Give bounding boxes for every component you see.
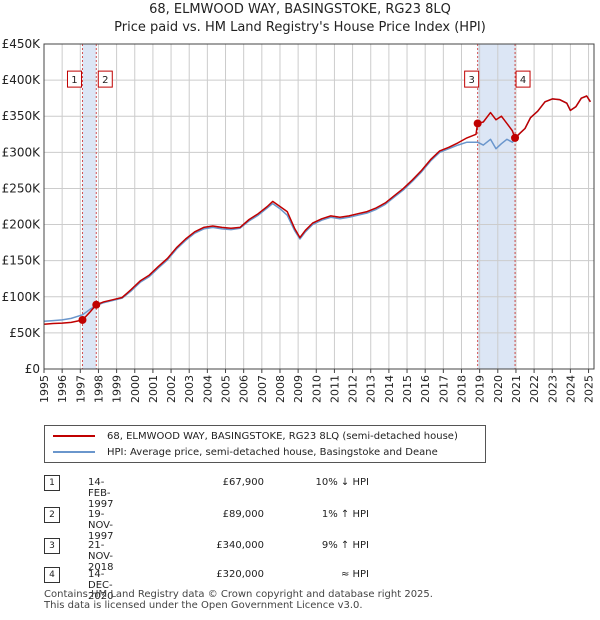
x-tick-label: 1996 — [56, 375, 69, 403]
shaded-period — [477, 44, 516, 369]
x-tick-label: 2020 — [492, 375, 505, 403]
footer-licence: This data is licensed under the Open Gov… — [44, 600, 363, 611]
y-tick-label: £150K — [2, 254, 42, 268]
x-tick-label: 1995 — [38, 375, 51, 403]
legend-swatch-hpi — [53, 451, 95, 453]
y-tick-label: £350K — [2, 109, 42, 123]
series-line-property — [43, 95, 592, 325]
tx-date: 14-DEC-2020 — [88, 569, 114, 602]
legend-item-hpi: HPI: Average price, semi-detached house,… — [53, 444, 438, 460]
x-tick-label: 2009 — [292, 375, 305, 403]
x-tick-label: 2022 — [528, 375, 541, 403]
tx-hpi-comparison: ≈ HPI — [340, 569, 369, 580]
x-tick-label: 2023 — [546, 375, 559, 403]
transaction-badge-label: 4 — [520, 75, 526, 86]
tx-hpi-comparison: 10% ↓ HPI — [315, 477, 369, 488]
x-tick-label: 2025 — [583, 375, 596, 403]
tx-number-badge: 3 — [44, 538, 60, 554]
x-tick-label: 2019 — [474, 375, 487, 403]
tx-number-badge: 1 — [44, 475, 60, 491]
y-tick-label: £450K — [2, 37, 42, 51]
y-tick-label: £50K — [9, 326, 41, 340]
chart-subtitle: Price paid vs. HM Land Registry's House … — [114, 20, 486, 35]
y-tick-label: £300K — [2, 145, 42, 159]
x-tick-label: 1998 — [92, 375, 105, 403]
x-tick-label: 2003 — [183, 375, 196, 403]
legend: 68, ELMWOOD WAY, BASINGSTOKE, RG23 8LQ (… — [44, 425, 486, 463]
legend-item-property: 68, ELMWOOD WAY, BASINGSTOKE, RG23 8LQ (… — [53, 428, 458, 444]
x-tick-label: 2007 — [256, 375, 269, 403]
transaction-badge-label: 1 — [71, 75, 77, 86]
x-tick-label: 2018 — [455, 375, 468, 403]
tx-hpi-comparison: 9% ↑ HPI — [321, 540, 369, 551]
x-tick-label: 2013 — [365, 375, 378, 403]
x-tick-label: 2002 — [165, 375, 178, 403]
transaction-badge-label: 3 — [468, 75, 474, 86]
transaction-badge-box — [66, 70, 82, 88]
x-tick-label: 2010 — [310, 375, 323, 403]
chart-title: 68, ELMWOOD WAY, BASINGSTOKE, RG23 8LQ — [149, 2, 451, 17]
tx-hpi-comparison: 1% ↑ HPI — [321, 509, 369, 520]
tx-date: 14-FEB-1997 — [88, 477, 114, 510]
x-tick-label: 2004 — [201, 375, 214, 403]
x-tick-label: 2000 — [129, 375, 142, 403]
tx-price: £89,000 — [222, 509, 264, 520]
tx-date: 21-NOV-2018 — [88, 540, 114, 573]
tx-price: £320,000 — [216, 569, 264, 580]
x-tick-label: 2008 — [274, 375, 287, 403]
legend-label-property: 68, ELMWOOD WAY, BASINGSTOKE, RG23 8LQ (… — [107, 430, 458, 442]
x-tick-label: 2012 — [347, 375, 360, 403]
plot-frame — [43, 43, 595, 370]
transaction-badge-label: 2 — [102, 75, 108, 86]
x-tick-label: 2024 — [564, 375, 577, 403]
x-tick-label: 1999 — [111, 375, 124, 403]
x-tick-label: 2016 — [419, 375, 432, 403]
x-tick-label: 2017 — [437, 375, 450, 403]
y-tick-label: £400K — [2, 73, 42, 87]
transaction-point — [473, 119, 482, 128]
x-tick-label: 2021 — [510, 375, 523, 403]
transaction-badge-box — [464, 70, 480, 88]
x-tick-label: 2014 — [383, 375, 396, 403]
tx-number-badge: 4 — [44, 567, 60, 583]
tx-date: 19-NOV-1997 — [88, 509, 114, 542]
transaction-point — [511, 133, 520, 142]
transaction-badge-box — [515, 70, 531, 88]
price-chart: £0 £50K £100K £150K £200K £250K £300K £350K £400… — [2, 37, 596, 403]
legend-swatch-property — [53, 435, 95, 437]
tx-price: £340,000 — [216, 540, 264, 551]
x-tick-label: 2001 — [147, 375, 160, 403]
transaction-point — [92, 300, 101, 309]
footer-copyright: Contains HM Land Registry data © Crown c… — [44, 589, 433, 600]
x-tick-label: 2005 — [220, 375, 233, 403]
tx-number-badge: 2 — [44, 507, 60, 523]
y-tick-label: £100K — [2, 290, 42, 304]
tx-price: £67,900 — [222, 477, 264, 488]
x-tick-label: 2006 — [238, 375, 251, 403]
transaction-badge-box — [97, 70, 113, 88]
x-tick-label: 1997 — [74, 375, 87, 403]
x-tick-label: 2015 — [401, 375, 414, 403]
y-tick-label: £200K — [2, 218, 42, 232]
legend-label-hpi: HPI: Average price, semi-detached house,… — [107, 446, 438, 458]
y-tick-label: £0 — [25, 362, 40, 376]
x-tick-label: 2011 — [328, 375, 341, 403]
footer-attribution: Contains HM Land Registry data © Crown c… — [44, 589, 433, 611]
y-tick-label: £250K — [2, 181, 42, 195]
shaded-period — [82, 44, 97, 369]
transaction-point — [78, 315, 87, 324]
